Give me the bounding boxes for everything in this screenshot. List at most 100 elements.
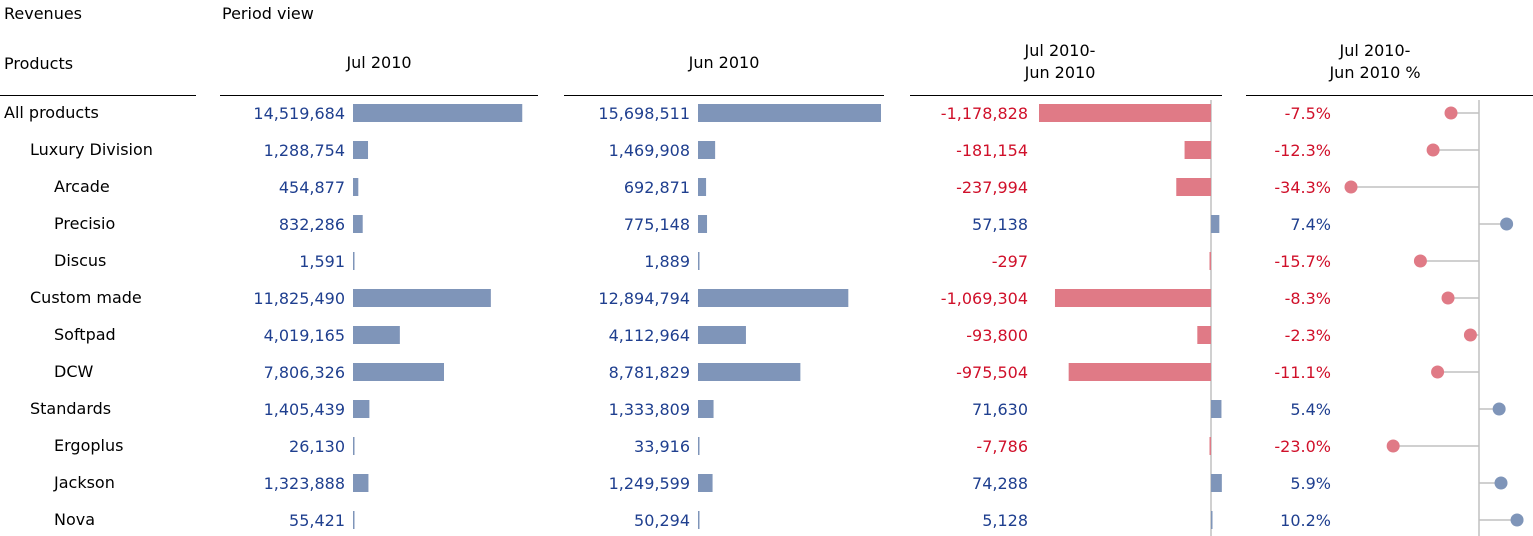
jun-bar — [698, 437, 700, 455]
jun-value-label: 15,698,511 — [598, 104, 690, 123]
jun-bar — [698, 474, 713, 492]
header-rule-products — [0, 95, 196, 96]
row-label: DCW — [54, 362, 94, 381]
jun-bar — [698, 252, 700, 270]
pct-point — [1444, 106, 1458, 120]
pct-point — [1386, 439, 1400, 453]
jul-value-label: 1,288,754 — [264, 141, 345, 160]
jul-value-label: 55,421 — [289, 511, 345, 530]
jul-bar — [353, 252, 355, 270]
pct-value-label: 7.4% — [1290, 215, 1331, 234]
col-diff-header: Jul 2010- Jun 2010 — [910, 40, 1210, 84]
products-header: Products — [4, 54, 74, 73]
pct-value-label: -8.3% — [1285, 289, 1331, 308]
diff-bar — [1211, 215, 1220, 233]
jul-bar — [353, 104, 523, 122]
diff-value-label: -1,178,828 — [941, 104, 1028, 123]
jul-bar — [353, 437, 355, 455]
jul-value-label: 11,825,490 — [253, 289, 345, 308]
diff-value-label: -181,154 — [956, 141, 1028, 160]
jun-value-label: 4,112,964 — [609, 326, 690, 345]
col-jul-header: Jul 2010 — [220, 52, 538, 74]
jun-value-label: 1,333,809 — [609, 400, 690, 419]
pct-point — [1426, 143, 1440, 157]
jul-value-label: 1,323,888 — [264, 474, 345, 493]
diff-value-label: -93,800 — [966, 326, 1028, 345]
jul-value-label: 7,806,326 — [264, 363, 345, 382]
jun-value-label: 692,871 — [624, 178, 690, 197]
pct-point — [1500, 217, 1514, 231]
diff-value-label: -7,786 — [976, 437, 1028, 456]
jun-bar — [698, 400, 714, 418]
jul-value-label: 1,405,439 — [264, 400, 345, 419]
diff-bar — [1211, 474, 1222, 492]
diff-bar — [1211, 400, 1222, 418]
row-label: Nova — [54, 510, 96, 529]
jun-bar — [698, 215, 708, 233]
row-label: Luxury Division — [30, 140, 153, 159]
jul-value-label: 1,591 — [299, 252, 345, 271]
diff-value-label: -1,069,304 — [941, 289, 1028, 308]
jul-value-label: 454,877 — [279, 178, 345, 197]
col-jun-header-text: Jun 2010 — [688, 53, 760, 72]
pct-point — [1492, 402, 1506, 416]
diff-value-label: 71,630 — [972, 400, 1028, 419]
pct-value-label: 5.4% — [1290, 400, 1331, 419]
jun-value-label: 1,889 — [644, 252, 690, 271]
diff-value-label: -297 — [992, 252, 1028, 271]
jun-value-label: 8,781,829 — [609, 363, 690, 382]
diff-bar — [1197, 326, 1211, 344]
jul-value-label: 4,019,165 — [264, 326, 345, 345]
jun-value-label: 1,249,599 — [609, 474, 690, 493]
diff-value-label: 74,288 — [972, 474, 1028, 493]
col-jul-header-text: Jul 2010 — [346, 53, 412, 72]
diff-bar — [1068, 363, 1211, 381]
pct-point — [1494, 476, 1508, 490]
measure-title: Revenues — [4, 4, 83, 23]
jun-bar — [698, 178, 707, 196]
view-title: Period view — [222, 4, 314, 23]
diff-bar — [1209, 437, 1211, 455]
jun-bar — [698, 141, 716, 159]
pct-value-label: -2.3% — [1285, 326, 1331, 345]
jul-bar — [353, 178, 359, 196]
jun-bar — [698, 104, 881, 122]
diff-bar — [1184, 141, 1211, 159]
jul-bar — [353, 474, 369, 492]
pct-value-label: -15.7% — [1274, 252, 1331, 271]
jul-value-label: 26,130 — [289, 437, 345, 456]
jul-bar — [353, 363, 444, 381]
col-pct-header: Jul 2010- Jun 2010 % — [1250, 40, 1500, 84]
jul-bar — [353, 326, 400, 344]
col-diff-header-line1: Jul 2010- — [1024, 41, 1096, 60]
pct-value-label: 5.9% — [1290, 474, 1331, 493]
row-label: Ergoplus — [54, 436, 124, 455]
diff-value-label: -975,504 — [956, 363, 1028, 382]
row-label: Discus — [54, 251, 107, 270]
header-rule-jul — [220, 95, 538, 96]
row-label: Custom made — [30, 288, 142, 307]
diff-bar — [1211, 511, 1213, 529]
col-pct-header-line2: Jun 2010 % — [1329, 63, 1421, 82]
diff-value-label: 57,138 — [972, 215, 1028, 234]
pct-value-label: -34.3% — [1274, 178, 1331, 197]
jun-bar — [698, 326, 746, 344]
diff-bar — [1054, 289, 1211, 307]
jul-bar — [353, 400, 370, 418]
row-label: Arcade — [54, 177, 110, 196]
col-diff-header-line2: Jun 2010 — [1024, 63, 1096, 82]
jul-bar — [353, 215, 363, 233]
pct-value-label: -11.1% — [1274, 363, 1331, 382]
pct-point — [1413, 254, 1427, 268]
pct-value-label: -7.5% — [1285, 104, 1331, 123]
diff-value-label: 5,128 — [982, 511, 1028, 530]
row-label: Precisio — [54, 214, 116, 233]
pct-point — [1510, 513, 1524, 527]
jul-value-label: 832,286 — [279, 215, 345, 234]
pct-value-label: -12.3% — [1274, 141, 1331, 160]
header-rule-diff — [910, 95, 1222, 96]
pct-point — [1344, 180, 1358, 194]
row-label: All products — [4, 103, 99, 122]
jun-value-label: 12,894,794 — [598, 289, 690, 308]
